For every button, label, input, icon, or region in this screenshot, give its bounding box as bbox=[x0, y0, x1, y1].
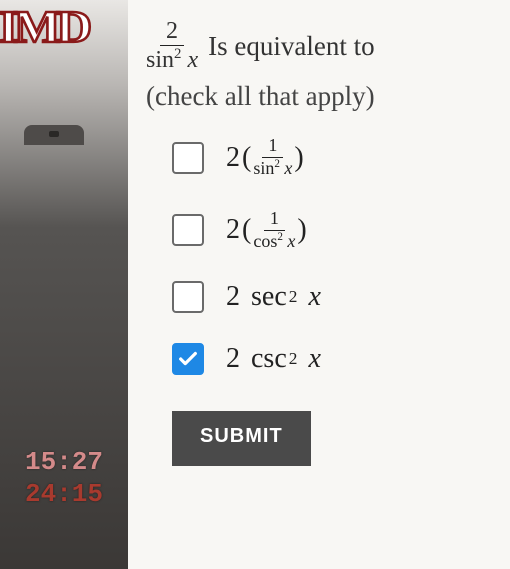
question-text: 2 sin2 x Is equivalent to (check all tha… bbox=[146, 18, 496, 114]
question-fraction: 2 sin2 x bbox=[146, 18, 198, 74]
prompt-tail: Is equivalent to bbox=[208, 28, 374, 64]
timer-block: 15:27 24:15 bbox=[0, 447, 128, 509]
tab-handle-icon bbox=[24, 125, 84, 145]
main-panel: 2 sin2 x Is equivalent to (check all tha… bbox=[128, 0, 510, 569]
logo: IMD bbox=[0, 4, 88, 50]
check-icon bbox=[177, 348, 199, 370]
checkbox[interactable] bbox=[172, 281, 204, 313]
option-row: 2( 1 sin2 x ) bbox=[172, 136, 496, 179]
options-list: 2( 1 sin2 x ) 2( 1 cos2 x bbox=[172, 136, 496, 375]
option-label: 2( 1 sin2 x ) bbox=[226, 136, 304, 179]
timer-total: 24:15 bbox=[0, 479, 128, 509]
option-row: 2 sec2 x bbox=[172, 281, 496, 313]
option-label: 2( 1 cos2 x ) bbox=[226, 209, 307, 252]
sub-instruction: (check all that apply) bbox=[146, 78, 496, 114]
option-label: 2 sec2 x bbox=[226, 281, 321, 313]
checkbox[interactable] bbox=[172, 343, 204, 375]
question-denominator: sin2 x bbox=[146, 46, 198, 73]
timer-elapsed: 15:27 bbox=[0, 447, 128, 477]
option-row: 2( 1 cos2 x ) bbox=[172, 209, 496, 252]
submit-button[interactable]: SUBMIT bbox=[172, 411, 311, 466]
sidebar: IMD 15:27 24:15 bbox=[0, 0, 128, 569]
question-numerator: 2 bbox=[160, 18, 184, 46]
option-row: 2 csc2 x bbox=[172, 343, 496, 375]
app-root: IMD 15:27 24:15 2 sin2 x Is equivalent t… bbox=[0, 0, 510, 569]
option-label: 2 csc2 x bbox=[226, 343, 321, 375]
checkbox[interactable] bbox=[172, 214, 204, 246]
checkbox[interactable] bbox=[172, 142, 204, 174]
